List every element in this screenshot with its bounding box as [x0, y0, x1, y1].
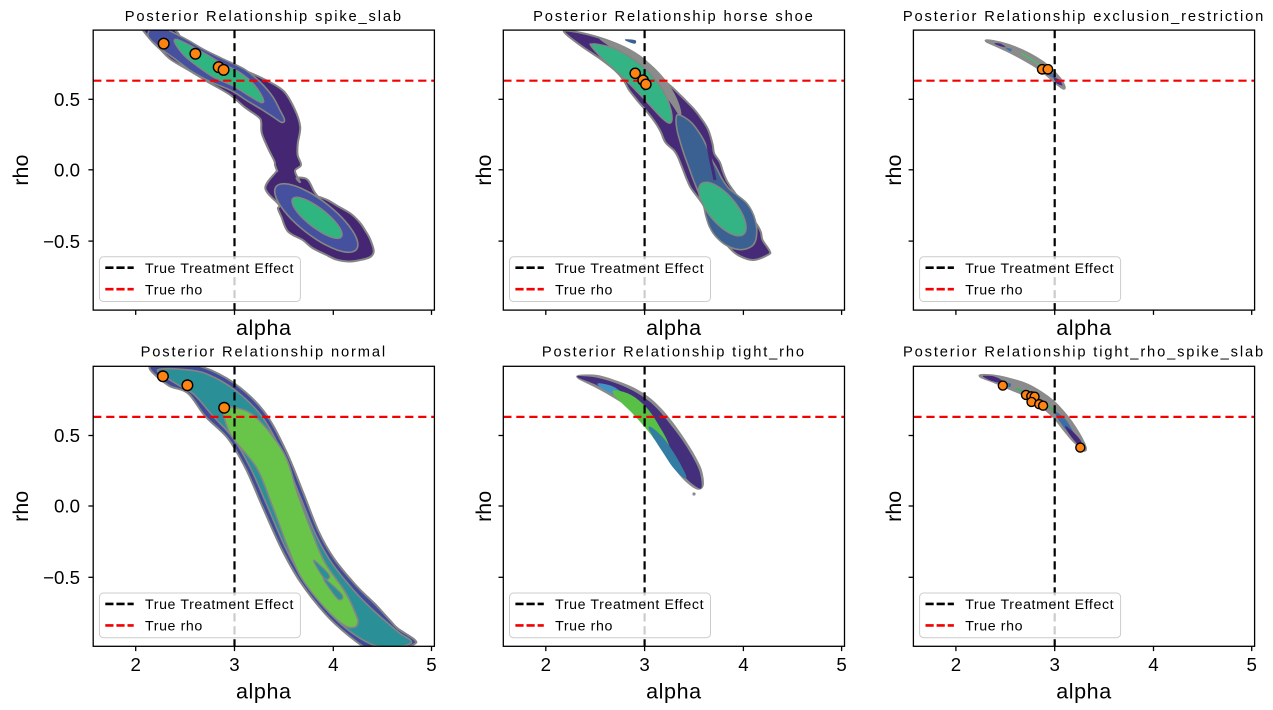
svg-text:True rho: True rho — [965, 619, 1023, 635]
svg-text:alpha: alpha — [1056, 316, 1112, 340]
svg-text:rho: rho — [9, 155, 33, 186]
svg-text:5: 5 — [1246, 654, 1256, 675]
svg-text:True Treatment Effect: True Treatment Effect — [145, 261, 294, 277]
svg-text:True Treatment Effect: True Treatment Effect — [965, 261, 1114, 277]
svg-text:Posterior Relationship exclusi: Posterior Relationship exclusion_restric… — [903, 9, 1265, 25]
svg-text:0.0: 0.0 — [54, 496, 80, 517]
svg-text:4: 4 — [738, 654, 748, 675]
svg-text:0.5: 0.5 — [54, 89, 80, 110]
svg-text:4: 4 — [1148, 654, 1158, 675]
svg-text:True rho: True rho — [145, 282, 203, 298]
svg-text:Posterior Relationship normal: Posterior Relationship normal — [141, 344, 387, 360]
svg-text:rho: rho — [472, 491, 496, 522]
svg-text:alpha: alpha — [646, 680, 702, 704]
svg-text:2: 2 — [951, 654, 961, 675]
svg-text:Posterior Relationship horse s: Posterior Relationship horse shoe — [533, 9, 814, 25]
svg-text:alpha: alpha — [646, 316, 702, 340]
svg-text:Posterior Relationship spike_s: Posterior Relationship spike_slab — [125, 9, 403, 25]
svg-text:0.5: 0.5 — [54, 425, 80, 446]
svg-text:True Treatment Effect: True Treatment Effect — [555, 597, 704, 613]
svg-text:5: 5 — [836, 654, 846, 675]
svg-text:alpha: alpha — [236, 316, 292, 340]
svg-text:True Treatment Effect: True Treatment Effect — [965, 597, 1114, 613]
svg-text:Posterior Relationship tight_r: Posterior Relationship tight_rho — [542, 344, 806, 360]
svg-text:−0.5: −0.5 — [43, 231, 80, 252]
svg-text:3: 3 — [1049, 654, 1059, 675]
svg-text:rho: rho — [882, 491, 906, 522]
svg-text:True Treatment Effect: True Treatment Effect — [555, 261, 704, 277]
svg-text:5: 5 — [426, 654, 436, 675]
svg-text:rho: rho — [472, 155, 496, 186]
svg-text:True Treatment Effect: True Treatment Effect — [145, 597, 294, 613]
svg-text:rho: rho — [9, 491, 33, 522]
svg-text:True rho: True rho — [555, 282, 613, 298]
svg-text:−0.5: −0.5 — [43, 567, 80, 588]
svg-text:0.0: 0.0 — [54, 160, 80, 181]
svg-text:alpha: alpha — [236, 680, 292, 704]
svg-text:2: 2 — [130, 654, 140, 675]
svg-text:4: 4 — [328, 654, 338, 675]
svg-text:Posterior Relationship tight_r: Posterior Relationship tight_rho_spike_s… — [903, 344, 1265, 360]
svg-text:True rho: True rho — [965, 282, 1023, 298]
svg-text:3: 3 — [229, 654, 239, 675]
svg-text:3: 3 — [639, 654, 649, 675]
svg-text:alpha: alpha — [1056, 680, 1112, 704]
svg-text:True rho: True rho — [555, 619, 613, 635]
svg-text:2: 2 — [541, 654, 551, 675]
svg-text:True rho: True rho — [145, 619, 203, 635]
svg-text:rho: rho — [882, 155, 906, 186]
